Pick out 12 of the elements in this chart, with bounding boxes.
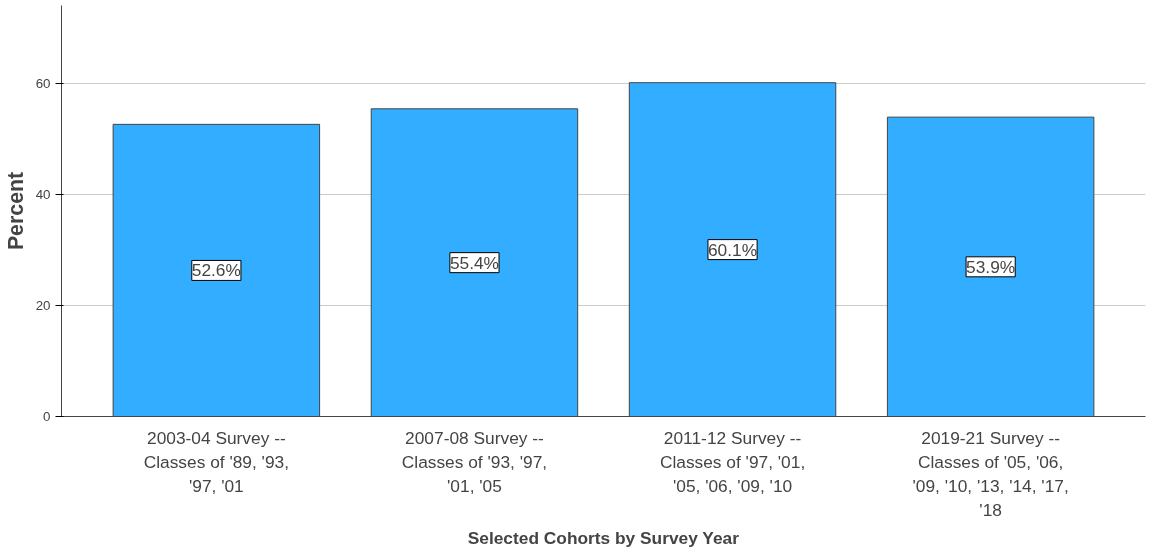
y-tick-label: 60 bbox=[35, 75, 51, 91]
x-tick-label: 2019-21 Survey -- Classes of '05, '06, '09, '10, '13, '14, '17, '18 bbox=[912, 427, 1069, 520]
data-label: 53.9% bbox=[966, 256, 1016, 277]
y-tick-label: 20 bbox=[35, 297, 51, 313]
y-axis-title: Percent bbox=[3, 171, 28, 251]
x-tick-label: 2011-12 Survey -- Classes of '97, '01, '05, '06, '09, '10 bbox=[659, 427, 806, 496]
y-tick-label: 40 bbox=[35, 186, 51, 202]
y-tick-label: 0 bbox=[43, 409, 51, 424]
x-tick-label: 2003-04 Survey -- Classes of '89, '93, '97, '01 bbox=[143, 427, 290, 496]
x-tick-label: 2007-08 Survey -- Classes of '93, '97, '01, '05 bbox=[401, 427, 548, 496]
x-axis-title: Selected Cohorts by Survey Year bbox=[467, 527, 740, 548]
data-label: 60.1% bbox=[707, 239, 758, 260]
